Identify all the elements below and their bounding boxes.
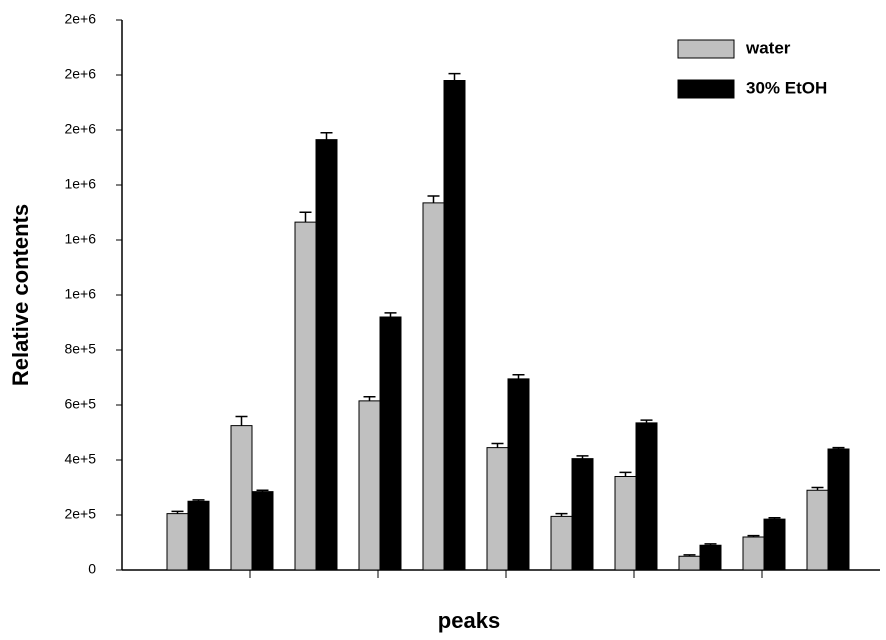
error-bar [512,374,525,379]
bar [699,544,722,571]
y-tick-label: 2e+5 [64,506,96,522]
bar [678,555,701,571]
error-bar [747,534,760,537]
error-bar [256,489,269,492]
y-tick-label: 6e+5 [64,396,96,412]
bar [635,422,658,571]
y-tick-label: 2e+6 [64,11,96,27]
error-bar [384,312,397,317]
y-tick-label: 1e+6 [64,176,96,192]
bar [251,491,274,571]
y-tick-label: 1e+6 [64,286,96,302]
x-axis-label: peaks [438,608,500,633]
error-bar [683,554,696,557]
bar [763,518,786,571]
bar [827,448,850,571]
error-bar [832,446,845,449]
error-bar [704,543,717,546]
bar [358,400,381,571]
bar [550,515,573,571]
legend-swatch [677,79,735,99]
bar [507,378,530,571]
y-tick-label: 4e+5 [64,451,96,467]
bar [443,80,466,571]
bar [315,139,338,571]
y-tick-label: 2e+6 [64,66,96,82]
y-tick-label: 1e+6 [64,231,96,247]
error-bar [171,510,184,514]
error-bar [576,455,589,459]
error-bar [427,195,440,203]
y-tick-label: 2e+6 [64,121,96,137]
y-tick-label: 8e+5 [64,341,96,357]
bar [379,316,402,571]
bar [614,476,637,571]
error-bar [235,415,248,426]
y-tick-label: 0 [88,561,96,577]
bar [571,458,594,571]
bar [230,425,253,571]
bar [187,500,210,571]
error-bar [299,211,312,223]
error-bar [192,499,205,502]
legend-label: water [745,38,791,57]
bar [806,489,829,571]
error-bar [491,442,504,448]
error-bar [555,512,568,517]
legend-label: 30% EtOH [746,78,827,97]
error-bar [640,419,653,423]
bar [422,202,445,571]
error-bar [448,72,461,81]
error-bar [619,471,632,477]
bar [294,221,317,571]
legend-swatch [677,39,735,59]
error-bar [320,132,333,140]
error-bar [768,517,781,520]
y-axis-label: Relative contents [8,204,33,386]
bar [742,536,765,571]
error-bar [811,486,824,491]
error-bar [363,396,376,401]
bar [166,513,189,571]
bar [486,447,509,571]
